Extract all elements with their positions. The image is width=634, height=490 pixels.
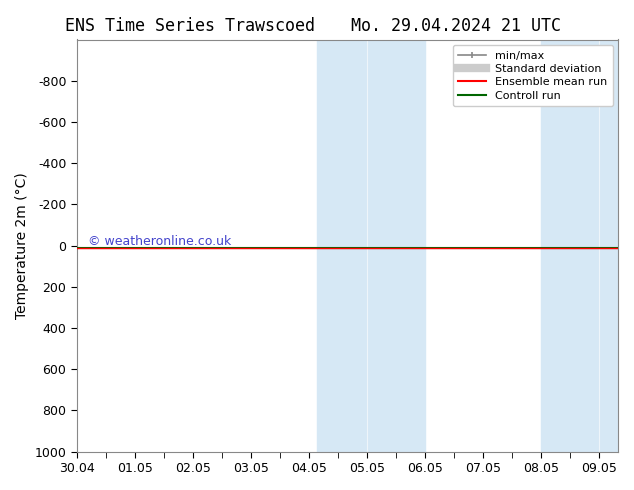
- Text: © weatheronline.co.uk: © weatheronline.co.uk: [87, 235, 231, 248]
- Bar: [316, 40, 425, 452]
- Text: Mo. 29.04.2024 21 UTC: Mo. 29.04.2024 21 UTC: [351, 17, 562, 35]
- Legend: min/max, Standard deviation, Ensemble mean run, Controll run: min/max, Standard deviation, Ensemble me…: [453, 45, 613, 106]
- Y-axis label: Temperature 2m (°C): Temperature 2m (°C): [15, 172, 29, 319]
- Bar: [541, 40, 618, 452]
- Text: ENS Time Series Trawscoed: ENS Time Series Trawscoed: [65, 17, 315, 35]
